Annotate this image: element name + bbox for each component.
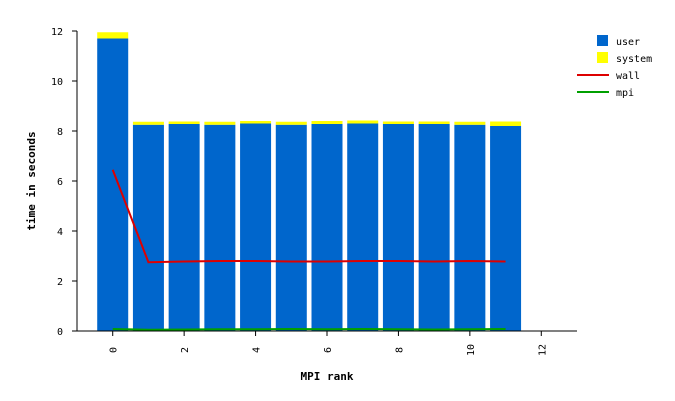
bar-user-rank-11 (490, 126, 522, 331)
bar-system-rank-3 (204, 121, 236, 125)
bar-system-rank-8 (382, 121, 414, 124)
y-tick-label: 12 (51, 27, 63, 38)
x-tick-label: 12 (537, 344, 548, 356)
bar-system-rank-2 (168, 121, 200, 124)
x-tick-label: 0 (109, 347, 120, 353)
bar-user-rank-10 (454, 124, 486, 331)
bar-system-rank-5 (275, 121, 307, 125)
y-tick-label: 2 (57, 277, 63, 288)
x-tick-label: 10 (466, 344, 477, 356)
bar-user-rank-0 (97, 38, 129, 331)
y-axis-title: time in seconds (25, 131, 38, 230)
x-tick-label: 6 (323, 347, 334, 353)
y-tick-label: 10 (51, 77, 63, 88)
bar-system-rank-1 (132, 121, 164, 125)
y-tick-label: 4 (57, 227, 63, 238)
legend: user system wall mpi (577, 35, 652, 99)
bar-system-rank-9 (418, 121, 450, 124)
x-tick-label: 8 (394, 347, 405, 353)
y-tick-label: 6 (57, 177, 63, 188)
bar-user-rank-7 (347, 123, 379, 331)
line-mpi (112, 327, 506, 331)
bar-system-rank-11 (490, 121, 522, 126)
bar-system-rank-10 (454, 121, 486, 125)
y-tick-label: 8 (57, 127, 63, 138)
bar-system-rank-4 (240, 121, 272, 124)
bar-user-rank-3 (204, 124, 236, 331)
legend-label-system: system (616, 54, 652, 65)
bar-user-rank-6 (311, 124, 343, 331)
bar-system-rank-6 (311, 121, 343, 124)
x-tick-label: 4 (252, 347, 263, 353)
bar-user-rank-4 (240, 123, 272, 331)
bar-system-rank-7 (347, 120, 379, 124)
y-tick-label: 0 (57, 327, 63, 338)
bar-user-rank-8 (382, 124, 414, 331)
bar-user-rank-9 (418, 124, 450, 331)
line-wall (111, 169, 506, 264)
bars-layer (97, 32, 522, 331)
bar-user-rank-2 (168, 124, 200, 331)
y-ticks: 0 2 4 6 8 10 12 (51, 27, 77, 338)
legend-label-wall: wall (616, 71, 640, 82)
legend-label-mpi: mpi (616, 88, 634, 99)
bar-user-rank-1 (132, 124, 164, 331)
legend-swatch-user (597, 35, 608, 46)
legend-swatch-system (597, 52, 608, 63)
x-axis-title: MPI rank (301, 370, 354, 383)
bar-user-rank-5 (275, 124, 307, 331)
lines-layer (111, 169, 506, 331)
legend-label-user: user (616, 37, 640, 48)
bar-system-rank-0 (97, 32, 129, 39)
x-tick-label: 2 (180, 347, 191, 353)
x-ticks: 0 2 4 6 8 10 12 (109, 331, 548, 356)
